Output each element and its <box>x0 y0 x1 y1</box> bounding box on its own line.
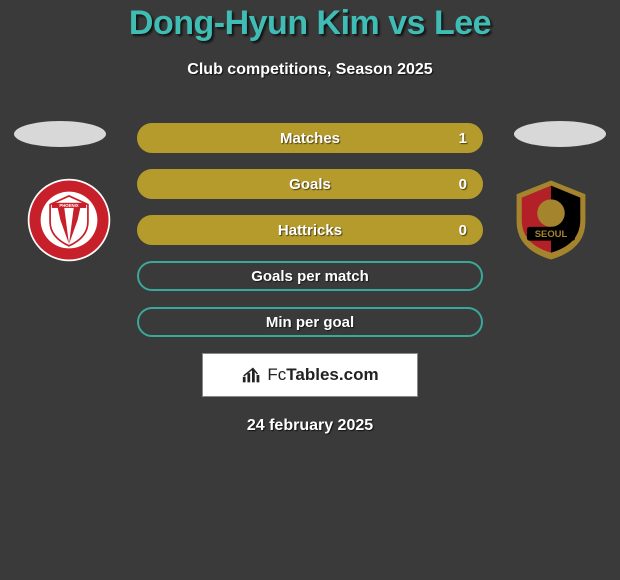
stat-row-hattricks: Hattricks 0 <box>137 215 483 245</box>
logo-text: FcTables.com <box>267 365 378 385</box>
comparison-area: PHOENIX SEOUL Matches 1 <box>0 123 620 435</box>
svg-text:PHOENIX: PHOENIX <box>59 203 78 208</box>
stat-right-value: 1 <box>459 130 467 147</box>
stat-label: Goals per match <box>251 268 369 285</box>
page-title: Dong-Hyun Kim vs Lee <box>0 4 620 43</box>
stat-right-value: 0 <box>459 222 467 239</box>
stat-label: Hattricks <box>278 222 342 239</box>
stat-label: Matches <box>280 130 340 147</box>
stat-label: Min per goal <box>266 314 354 331</box>
stat-row-goals: Goals 0 <box>137 169 483 199</box>
stat-row-matches: Matches 1 <box>137 123 483 153</box>
stat-right-value: 0 <box>459 176 467 193</box>
player-right-headshot-placeholder <box>514 121 606 147</box>
logo-text-rest: Tables.com <box>286 365 378 385</box>
date-label: 24 february 2025 <box>0 417 620 435</box>
bar-chart-icon <box>241 364 263 386</box>
stat-rows: Matches 1 Goals 0 Hattricks 0 Goals per … <box>137 123 483 337</box>
club-badge-left: PHOENIX <box>26 177 112 263</box>
shield-icon: PHOENIX <box>26 177 112 263</box>
stat-row-min-per-goal: Min per goal <box>137 307 483 337</box>
infographic-container: Dong-Hyun Kim vs Lee Club competitions, … <box>0 0 620 580</box>
stat-label: Goals <box>289 176 331 193</box>
player-left-headshot-placeholder <box>14 121 106 147</box>
subtitle: Club competitions, Season 2025 <box>0 61 620 79</box>
club-badge-right: SEOUL <box>508 177 594 263</box>
crest-icon: SEOUL <box>508 177 594 263</box>
stat-row-goals-per-match: Goals per match <box>137 261 483 291</box>
logo-text-fc: Fc <box>267 365 286 385</box>
svg-text:SEOUL: SEOUL <box>535 229 568 240</box>
source-logo: FcTables.com <box>202 353 418 397</box>
